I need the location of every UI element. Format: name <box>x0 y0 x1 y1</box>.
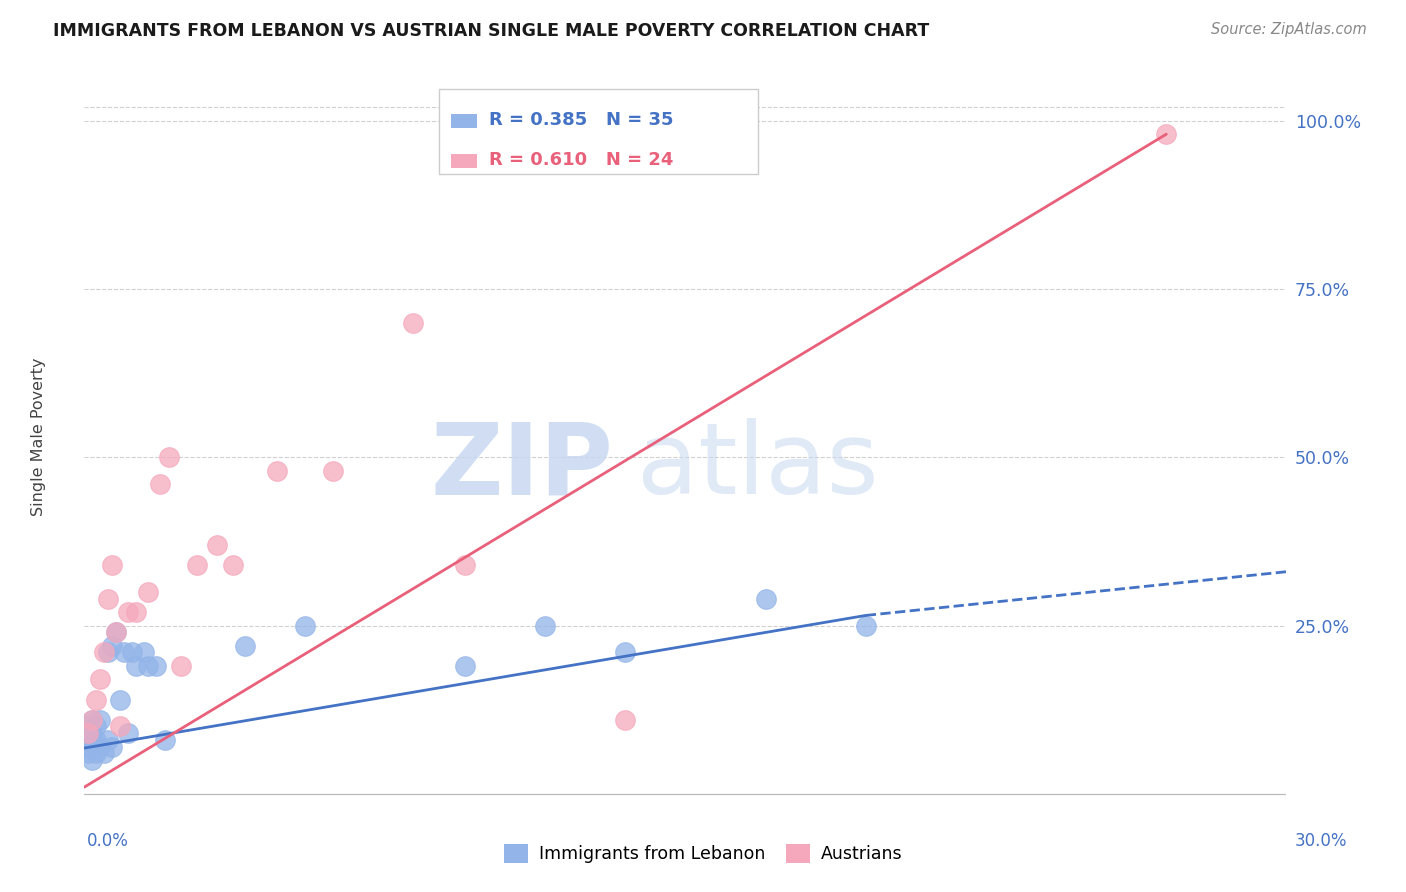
Point <box>77 733 100 747</box>
Point <box>454 558 477 572</box>
Text: R = 0.610   N = 24: R = 0.610 N = 24 <box>489 151 673 169</box>
Text: 0.0%: 0.0% <box>87 831 129 849</box>
Point <box>855 618 877 632</box>
Point <box>125 659 148 673</box>
Point <box>86 747 108 761</box>
FancyBboxPatch shape <box>451 114 478 128</box>
Point <box>117 726 139 740</box>
Point <box>117 605 139 619</box>
Point <box>82 726 104 740</box>
Point <box>114 645 135 659</box>
Point <box>101 558 124 572</box>
Point <box>454 659 477 673</box>
Point <box>82 713 104 727</box>
Text: atlas: atlas <box>637 418 879 516</box>
Point <box>86 692 108 706</box>
Point <box>97 733 120 747</box>
Point <box>77 726 100 740</box>
Point <box>101 739 124 754</box>
Point <box>138 585 160 599</box>
Text: Single Male Poverty: Single Male Poverty <box>31 358 46 516</box>
Text: R = 0.385   N = 35: R = 0.385 N = 35 <box>489 111 673 128</box>
Point <box>134 645 156 659</box>
Point <box>105 625 128 640</box>
Point <box>169 659 191 673</box>
Point <box>77 719 100 733</box>
Point <box>233 639 256 653</box>
Point <box>89 739 111 754</box>
Point <box>86 719 108 733</box>
FancyBboxPatch shape <box>451 154 478 168</box>
Point <box>121 645 143 659</box>
Point <box>138 659 160 673</box>
Point <box>157 450 180 465</box>
Point <box>149 477 172 491</box>
Text: IMMIGRANTS FROM LEBANON VS AUSTRIAN SINGLE MALE POVERTY CORRELATION CHART: IMMIGRANTS FROM LEBANON VS AUSTRIAN SING… <box>53 22 929 40</box>
Point <box>86 733 108 747</box>
Point <box>93 645 115 659</box>
Point <box>145 659 167 673</box>
Point <box>97 645 120 659</box>
Point <box>125 605 148 619</box>
Point <box>205 538 228 552</box>
Point <box>1156 127 1178 141</box>
Point <box>110 719 132 733</box>
Point <box>101 639 124 653</box>
Point <box>402 316 425 330</box>
Point <box>294 618 316 632</box>
Point <box>322 464 344 478</box>
Point <box>82 739 104 754</box>
FancyBboxPatch shape <box>439 89 758 174</box>
Point <box>89 673 111 687</box>
Point <box>105 625 128 640</box>
Point <box>89 713 111 727</box>
Point <box>97 591 120 606</box>
Point <box>221 558 243 572</box>
Text: Source: ZipAtlas.com: Source: ZipAtlas.com <box>1211 22 1367 37</box>
Legend: Immigrants from Lebanon, Austrians: Immigrants from Lebanon, Austrians <box>496 837 910 870</box>
Point <box>82 713 104 727</box>
Point <box>153 733 176 747</box>
Point <box>186 558 208 572</box>
Point <box>110 692 132 706</box>
Text: 30.0%: 30.0% <box>1295 831 1347 849</box>
Point <box>77 739 100 754</box>
Point <box>614 713 637 727</box>
Point <box>266 464 288 478</box>
Point <box>82 753 104 767</box>
Point <box>755 591 778 606</box>
Point <box>93 747 115 761</box>
Point <box>534 618 557 632</box>
Point <box>77 747 100 761</box>
Text: ZIP: ZIP <box>430 418 613 516</box>
Point <box>614 645 637 659</box>
